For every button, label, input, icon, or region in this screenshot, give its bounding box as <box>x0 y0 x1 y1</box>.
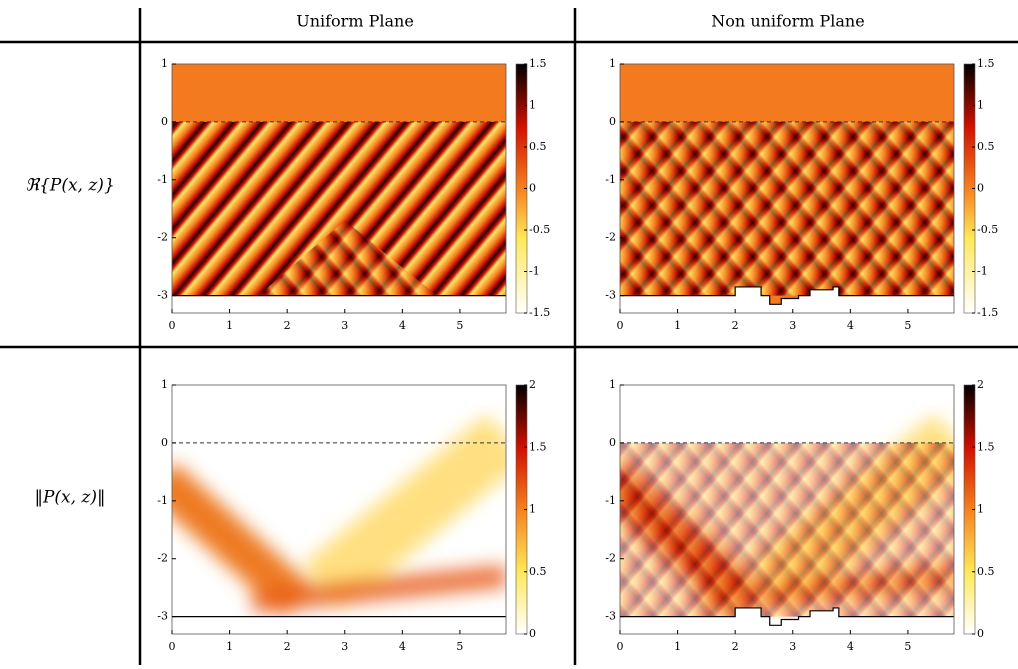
colorbar-tick-label: -0.5 <box>977 223 998 236</box>
y-tick-label: -1 <box>157 173 168 186</box>
y-tick-label: 0 <box>161 115 168 128</box>
column-header: Non uniform Plane <box>711 12 864 31</box>
colorbar-tick-label: 2 <box>977 378 984 391</box>
y-tick-label: 0 <box>609 115 616 128</box>
colorbar-tick-label: 0 <box>529 627 536 640</box>
x-tick-label: 5 <box>456 640 463 653</box>
y-tick-label: -2 <box>605 231 616 244</box>
heatmap-panel: 1 0 -1 -2 -3 0 1 2 3 4 5 1.5 1 0.5 0 -0.5 -1 -1.5 <box>605 57 998 332</box>
floor-region <box>620 607 954 634</box>
y-tick-label: 1 <box>609 378 616 391</box>
field <box>620 64 954 313</box>
y-tick-label: -1 <box>157 494 168 507</box>
colorbar-tick-label: 1.5 <box>529 440 547 453</box>
y-tick-label: -2 <box>605 552 616 565</box>
colorbar-tick-label: 0.5 <box>529 140 547 153</box>
axes-frame <box>619 384 955 635</box>
y-tick-label: -1 <box>605 494 616 507</box>
floor-region <box>620 286 954 313</box>
row-label: ℜ{P(x, z)} <box>25 176 115 196</box>
colorbar-tick-label: 1 <box>977 99 984 112</box>
y-tick-label: -3 <box>605 610 616 623</box>
heatmap-panel: 1 0 -1 -2 -3 0 1 2 3 4 5 2 1.5 1 0.5 0 <box>605 378 994 653</box>
colorbar-tick-label: 1.5 <box>977 440 995 453</box>
y-tick-label: 1 <box>161 378 168 391</box>
x-tick-label: 5 <box>456 319 463 332</box>
x-tick-label: 0 <box>617 640 624 653</box>
y-tick-label: -2 <box>157 231 168 244</box>
axes-frame <box>619 63 955 314</box>
x-tick-label: 3 <box>341 640 348 653</box>
x-tick-label: 1 <box>226 640 233 653</box>
x-tick-label: 5 <box>904 319 911 332</box>
x-tick-label: 0 <box>169 640 176 653</box>
y-tick-label: 1 <box>161 57 168 70</box>
y-tick-label: -1 <box>605 173 616 186</box>
colorbar-tick-label: -1 <box>529 265 540 278</box>
x-tick-label: 1 <box>674 640 681 653</box>
colorbar-tick-label: 1.5 <box>529 57 547 70</box>
x-tick-label: 1 <box>674 319 681 332</box>
y-tick-label: -3 <box>605 289 616 302</box>
colorbar-tick-label: -1 <box>977 265 988 278</box>
x-tick-label: 2 <box>284 640 291 653</box>
x-tick-label: 2 <box>732 640 739 653</box>
colorbar-tick-label: 1 <box>529 503 536 516</box>
y-tick-label: -3 <box>157 289 168 302</box>
x-tick-label: 4 <box>847 319 854 332</box>
x-tick-label: 2 <box>732 319 739 332</box>
floor-region <box>172 616 506 634</box>
x-tick-label: 4 <box>399 319 406 332</box>
y-tick-label: 0 <box>609 436 616 449</box>
colorbar-tick-label: -1.5 <box>977 306 998 319</box>
row-label: ‖P(x, z)‖ <box>34 488 105 508</box>
floor-line <box>620 286 954 305</box>
y-tick-label: -2 <box>157 552 168 565</box>
colorbar-tick-label: 0.5 <box>529 565 547 578</box>
heatmap-panel: 1 0 -1 -2 -3 0 1 2 3 4 5 1.5 1 0.5 0 -0.5 -1 -1.5 <box>157 57 550 332</box>
x-tick-label: 5 <box>904 640 911 653</box>
colorbar-tick-label: 0 <box>529 182 536 195</box>
x-tick-label: 1 <box>226 319 233 332</box>
x-tick-label: 0 <box>169 319 176 332</box>
colorbar-tick-label: 0.5 <box>977 140 995 153</box>
colorbar-tick-label: -0.5 <box>529 223 550 236</box>
column-header: Uniform Plane <box>296 12 414 31</box>
colorbar-tick-label: -1.5 <box>529 306 550 319</box>
y-tick-label: 1 <box>609 57 616 70</box>
floor-region <box>172 295 506 313</box>
colorbar-tick-label: 1 <box>529 99 536 112</box>
field <box>172 385 506 634</box>
floor-line <box>620 607 954 626</box>
x-tick-label: 0 <box>617 319 624 332</box>
x-tick-label: 3 <box>789 640 796 653</box>
colorbar-tick-label: 2 <box>529 378 536 391</box>
y-tick-label: -3 <box>157 610 168 623</box>
colorbar-tick-label: 0 <box>977 627 984 640</box>
x-tick-label: 2 <box>284 319 291 332</box>
colorbar-tick-label: 0 <box>977 182 984 195</box>
field <box>172 64 506 313</box>
x-tick-label: 3 <box>341 319 348 332</box>
colorbar-tick-label: 0.5 <box>977 565 995 578</box>
y-tick-label: 0 <box>161 436 168 449</box>
heatmap-panel: 1 0 -1 -2 -3 0 1 2 3 4 5 2 1.5 1 0.5 0 <box>157 378 546 653</box>
axes-frame <box>171 63 507 314</box>
colorbar-tick-label: 1.5 <box>977 57 995 70</box>
x-tick-label: 3 <box>789 319 796 332</box>
x-tick-label: 4 <box>399 640 406 653</box>
colorbar-tick-label: 1 <box>977 503 984 516</box>
axes-frame <box>171 384 507 635</box>
x-tick-label: 4 <box>847 640 854 653</box>
field <box>620 385 954 634</box>
